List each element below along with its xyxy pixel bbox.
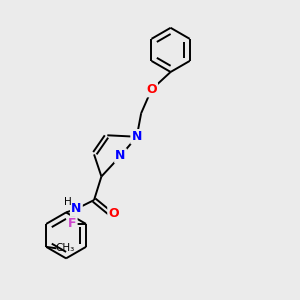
Text: F: F (68, 218, 76, 230)
Text: N: N (116, 149, 126, 162)
Text: CH₃: CH₃ (55, 243, 74, 253)
Text: H: H (64, 197, 72, 207)
Text: N: N (132, 130, 142, 143)
Text: O: O (146, 83, 157, 96)
Text: N: N (71, 202, 82, 215)
Text: O: O (109, 207, 119, 220)
